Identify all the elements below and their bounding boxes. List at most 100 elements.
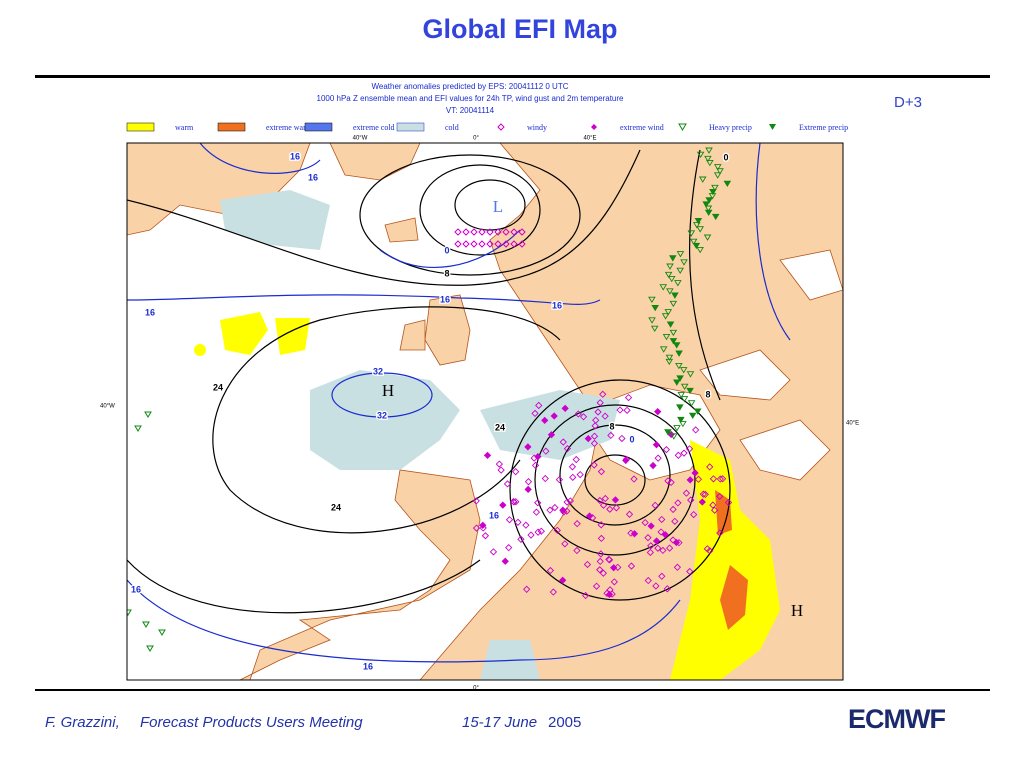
windy-symbol — [524, 478, 533, 486]
precip-symbol — [676, 251, 685, 258]
windy-symbol — [553, 526, 561, 534]
precip-symbol — [648, 317, 656, 324]
precip-symbol — [665, 354, 674, 362]
windy-symbol — [622, 455, 631, 463]
windy-symbol — [690, 510, 698, 519]
windy-symbol — [601, 494, 609, 503]
map-header: VT: 20041114 — [446, 106, 495, 115]
windy-symbol — [551, 503, 559, 512]
windy-symbol — [661, 531, 669, 539]
windy-symbol — [517, 535, 525, 543]
isobar-blue — [127, 143, 791, 663]
windy-symbol — [647, 542, 655, 550]
precip-symbol — [713, 172, 722, 179]
extreme-warm-area — [715, 490, 748, 630]
precip-symbol — [670, 433, 678, 440]
windy-symbol — [481, 532, 490, 540]
precip-symbol — [702, 201, 710, 208]
windy-symbol — [607, 431, 615, 440]
windy-symbol — [591, 422, 599, 430]
windy-symbol — [574, 410, 582, 418]
precip-symbol — [704, 209, 713, 217]
precip-symbol — [698, 176, 707, 183]
windy-symbol — [501, 557, 509, 565]
contour-label: 16 — [552, 300, 562, 310]
precip-symbol — [158, 629, 166, 636]
windy-symbol — [573, 546, 581, 555]
windy-symbol — [472, 524, 481, 532]
precip-symbol — [675, 350, 683, 357]
axis-label: 0° — [473, 136, 479, 142]
windy-symbol — [654, 544, 662, 552]
contour-label: 0 — [444, 245, 449, 255]
legend-label: extreme warm — [266, 123, 313, 132]
windy-symbol — [710, 506, 719, 514]
windy-symbol — [499, 501, 507, 509]
precip-symbol — [146, 645, 154, 652]
precip-symbol — [704, 205, 713, 212]
windy-symbol — [716, 475, 724, 483]
windy-symbol — [672, 538, 681, 547]
windy-symbol — [523, 585, 531, 593]
precip-symbol — [696, 246, 704, 254]
windy-symbol — [518, 240, 526, 248]
windy-symbol — [627, 529, 635, 537]
contour-label: 0 — [629, 434, 634, 444]
windy-symbol — [597, 521, 605, 529]
windy-symbol — [486, 228, 494, 236]
windy-symbol — [716, 492, 724, 501]
windy-symbol — [531, 409, 539, 418]
windy-symbol — [694, 475, 703, 483]
map-frame — [126, 142, 844, 681]
precip-symbol — [651, 304, 659, 312]
windy-symbol — [691, 469, 699, 477]
windy-symbol — [534, 452, 542, 461]
precip-symbol — [693, 408, 702, 415]
precip-symbol — [671, 292, 679, 299]
contour-label: 16 — [145, 307, 155, 317]
windy-symbol — [682, 489, 691, 497]
precip-symbol — [696, 151, 705, 159]
precip-symbol — [723, 180, 732, 188]
legend-label: extreme wind — [620, 123, 664, 132]
precip-symbol — [705, 147, 713, 154]
land — [127, 143, 843, 680]
contour-label: 16 — [308, 172, 318, 182]
contour-label: 8 — [705, 389, 710, 399]
windy-symbol — [584, 434, 592, 443]
windy-symbol — [652, 441, 661, 449]
precip-symbol — [144, 411, 152, 418]
precip-symbol — [679, 367, 688, 374]
windy-symbol — [596, 496, 604, 505]
windy-symbol — [654, 454, 662, 462]
windy-symbol — [505, 544, 513, 552]
windy-symbol — [612, 504, 621, 512]
legend-swatch — [591, 124, 597, 130]
windy-symbol — [560, 508, 568, 516]
windy-symbol — [518, 228, 526, 236]
precip-symbol — [666, 288, 674, 295]
precip-symbol — [676, 267, 684, 275]
windy-symbol — [534, 499, 542, 507]
windy-symbol — [478, 228, 486, 236]
windy-symbol — [699, 490, 708, 498]
windy-symbol — [647, 522, 655, 530]
axis-label: 40°E — [583, 136, 596, 142]
windy-symbol — [542, 447, 550, 455]
windy-symbol — [630, 475, 638, 483]
windy-symbol — [494, 228, 502, 236]
windy-symbol — [478, 240, 486, 248]
windy-symbol — [641, 518, 649, 527]
map-header: 1000 hPa Z ensemble mean and EFI values … — [317, 94, 625, 103]
windy-symbol — [563, 498, 571, 506]
map: Weather anomalies predicted by EPS: 2004… — [100, 82, 859, 691]
precip-symbol — [667, 275, 676, 283]
windy-symbol — [686, 567, 694, 576]
legend-swatch — [217, 122, 246, 132]
windy-symbol — [594, 408, 602, 416]
precip-symbol — [704, 155, 712, 163]
legend-swatch — [304, 122, 333, 132]
windy-symbol — [687, 496, 695, 504]
windy-symbol — [674, 451, 682, 459]
